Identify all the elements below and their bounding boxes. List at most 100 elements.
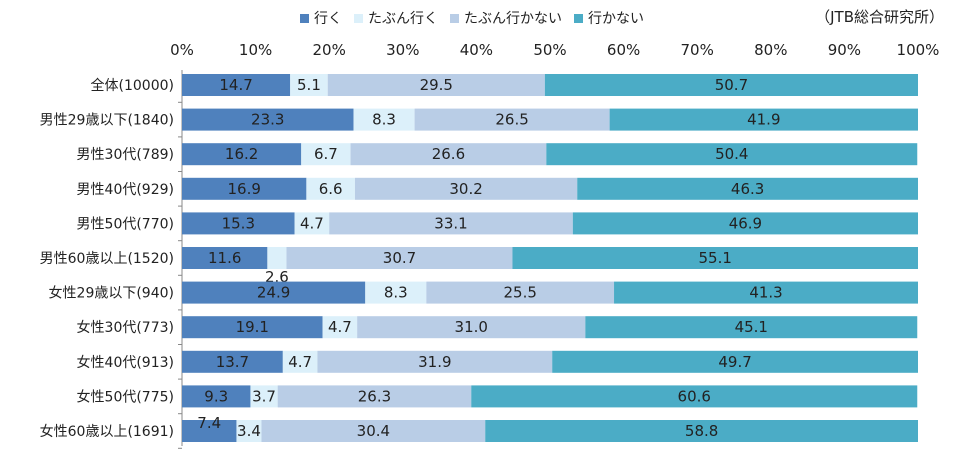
bar-segment: [277, 385, 472, 408]
x-tick-label: 40%: [460, 41, 493, 59]
data-label: 8.3: [384, 284, 408, 302]
data-label: 31.9: [418, 353, 451, 371]
bar-segment: [182, 385, 251, 408]
bar-segment: [322, 316, 358, 339]
data-label: 45.1: [735, 318, 768, 336]
category-label: 男性30代(789): [77, 147, 174, 163]
bar-segment: [182, 108, 354, 131]
data-label: 46.9: [729, 214, 762, 232]
data-label: 3.4: [237, 422, 261, 440]
legend-label: たぶん行かない: [464, 11, 562, 27]
data-label: 60.6: [678, 387, 711, 405]
bar-segment: [512, 247, 918, 269]
data-label: 25.5: [503, 284, 536, 302]
bar-segment: [182, 177, 307, 200]
x-tick-label: 50%: [533, 41, 566, 59]
category-label: 女性60歳以上(1691): [40, 423, 174, 440]
bar-segment: [286, 247, 513, 269]
data-label: 2.6: [265, 268, 289, 286]
x-tick-label: 10%: [239, 41, 272, 59]
data-label: 30.7: [383, 249, 416, 267]
data-label: 50.7: [715, 76, 748, 94]
data-label: 6.7: [314, 145, 338, 163]
category-label: 女性29歳以下(940): [49, 285, 174, 302]
bar-segment: [261, 420, 486, 442]
bar-segment: [471, 385, 918, 408]
category-label: 男性60歳以上(1520): [40, 251, 174, 267]
bar-segment: [357, 316, 586, 339]
bar-segment: [236, 420, 262, 442]
data-label: 50.4: [715, 145, 748, 163]
data-label: 15.3: [222, 214, 255, 232]
category-label: 男性50代(770): [77, 216, 174, 232]
data-label: 55.1: [699, 249, 732, 267]
legend-label: 行かない: [588, 11, 644, 27]
bar-segment: [572, 212, 918, 235]
data-label: 24.9: [257, 284, 290, 302]
data-label: 4.7: [328, 318, 352, 336]
chart-legend: 行く たぶん行く たぶん行かない 行かない: [300, 8, 644, 28]
data-label: 16.9: [227, 180, 260, 198]
data-label: 8.3: [372, 111, 396, 129]
bar-segment: [267, 247, 287, 269]
data-label: 3.7: [252, 387, 276, 405]
data-label: 7.4: [197, 414, 221, 432]
category-label: 男性29歳以下(1840): [40, 113, 174, 129]
source-note: （JTB総合研究所）: [815, 8, 944, 26]
data-label: 4.7: [300, 214, 324, 232]
data-label: 33.1: [434, 214, 467, 232]
data-label: 23.3: [251, 111, 284, 129]
bar-segment: [414, 108, 610, 131]
category-label: 男性40代(929): [77, 182, 174, 198]
data-label: 9.3: [204, 387, 228, 405]
category-label: 女性50代(775): [77, 388, 174, 405]
x-tick-label: 30%: [386, 41, 419, 59]
bar-segment: [294, 212, 330, 235]
legend-item: たぶん行かない: [450, 8, 562, 28]
bar-segment: [426, 281, 615, 304]
bar-segment: [301, 143, 351, 166]
data-label: 6.6: [319, 180, 343, 198]
bar-segment: [182, 281, 366, 304]
bar-segment: [250, 385, 278, 408]
data-label: 5.1: [297, 76, 321, 94]
data-label: 4.7: [288, 353, 312, 371]
data-label: 11.6: [208, 249, 241, 267]
data-label: 31.0: [455, 318, 488, 336]
category-label: 全体(10000): [91, 77, 174, 94]
bar-segment: [609, 108, 918, 131]
bar-segment: [353, 108, 415, 131]
bar-segment: [182, 350, 283, 373]
data-label: 26.6: [432, 145, 465, 163]
data-label: 41.9: [747, 111, 780, 129]
legend-item: 行く: [300, 8, 342, 28]
data-label: 16.2: [225, 145, 258, 163]
bar-segment: [485, 420, 918, 442]
legend-item: 行かない: [574, 8, 644, 28]
bar-segment: [350, 143, 547, 166]
data-label: 13.7: [216, 353, 249, 371]
legend-swatch: [300, 13, 309, 23]
bar-segment: [182, 420, 237, 442]
category-label: 女性30代(773): [77, 319, 174, 336]
bar-segment: [585, 316, 918, 339]
bar-segment: [317, 350, 553, 373]
bar-segment: [182, 247, 268, 269]
legend-label: 行く: [314, 11, 342, 27]
bar-segment: [306, 177, 355, 200]
bar-segment: [290, 74, 328, 96]
data-label: 26.3: [358, 387, 391, 405]
legend-swatch: [574, 13, 583, 23]
data-label: 30.2: [449, 180, 482, 198]
bar-segment: [544, 74, 918, 96]
bar-segment: [577, 177, 918, 200]
data-label: 29.5: [420, 76, 453, 94]
x-tick-label: 60%: [607, 41, 640, 59]
bar-segment: [182, 143, 302, 166]
bar-segment: [182, 74, 291, 96]
data-label: 30.4: [357, 422, 390, 440]
x-tick-label: 70%: [681, 41, 714, 59]
bar-segment: [546, 143, 918, 166]
x-tick-label: 100%: [897, 41, 940, 59]
